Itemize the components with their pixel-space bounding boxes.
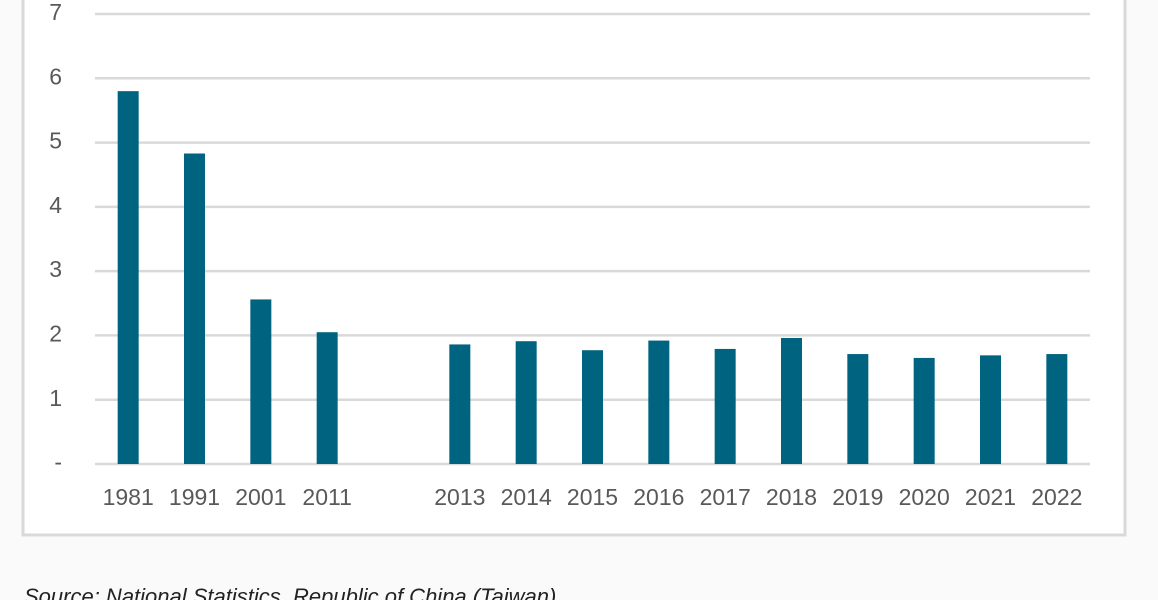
- bar: [582, 350, 603, 464]
- chart-frame: [21, 0, 1127, 537]
- y-tick-label: -: [54, 449, 62, 475]
- bar: [250, 299, 272, 464]
- bar: [515, 341, 537, 464]
- bar: [117, 91, 139, 465]
- x-tick-label: 2014: [501, 484, 552, 510]
- x-tick-label: 2019: [832, 484, 883, 510]
- bar: [648, 340, 670, 464]
- y-tick-label: 4: [49, 192, 62, 218]
- bar: [184, 153, 205, 464]
- y-tick-label: 6: [49, 63, 62, 89]
- y-tick-label: 2: [49, 321, 62, 347]
- x-tick-label: 2018: [766, 484, 817, 510]
- bar: [714, 348, 736, 464]
- x-tick-label: 2022: [1031, 484, 1082, 510]
- x-tick-label: 2015: [567, 484, 618, 510]
- x-tick-label: 2016: [633, 484, 684, 510]
- x-tick-label: 2017: [700, 484, 751, 510]
- x-tick-label: 2001: [235, 484, 286, 510]
- x-tick-label: 2021: [965, 484, 1016, 510]
- bar: [980, 355, 1001, 464]
- bar: [316, 332, 338, 464]
- x-tick-label: 1991: [169, 484, 220, 510]
- x-tick-label: 1981: [103, 484, 154, 510]
- bar: [847, 354, 869, 464]
- y-tick-label: 1: [49, 385, 62, 411]
- bar: [913, 357, 935, 464]
- x-tick-label: 2013: [434, 484, 485, 510]
- x-tick-label: 2020: [899, 484, 950, 510]
- x-tick-label: 2011: [302, 484, 351, 510]
- y-tick-label: 7: [49, 0, 62, 25]
- source-note: Source: National Statistics, Republic of…: [24, 584, 556, 600]
- bar: [449, 344, 471, 464]
- bar: [1046, 354, 1068, 464]
- bar: [781, 338, 802, 464]
- y-tick-label: 5: [49, 128, 62, 154]
- y-tick-label: 3: [49, 256, 62, 282]
